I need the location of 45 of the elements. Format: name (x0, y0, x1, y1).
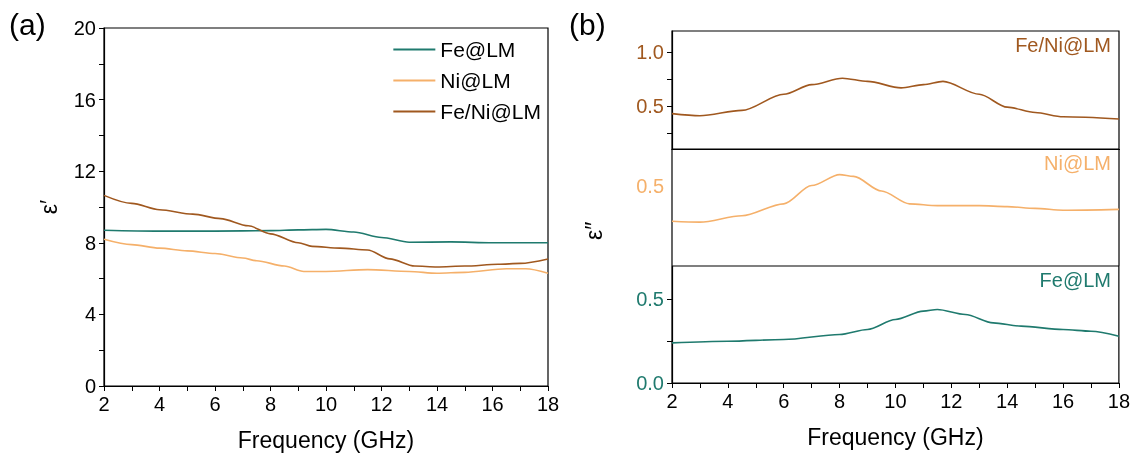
x-axis-title: Frequency (GHz) (807, 423, 984, 450)
y-tick-label: 1.0 (636, 41, 664, 64)
x-tick-label: 12 (370, 393, 393, 415)
x-tick-label: 10 (884, 390, 907, 412)
x-tick-label: 4 (722, 390, 734, 412)
x-tick-label: 10 (314, 393, 338, 415)
x-tick-label: 6 (778, 390, 790, 412)
line-series (103, 238, 549, 275)
x-tick-label: 14 (996, 390, 1019, 412)
legend-label: Fe/Ni@LM (440, 100, 542, 123)
legend-label: Ni@LM (440, 69, 511, 92)
x-tick-label: 8 (834, 390, 846, 412)
y-axis-title: ε′ (35, 199, 62, 215)
x-tick-label: 4 (153, 393, 166, 415)
y-tick-label: 0.5 (636, 288, 664, 311)
y-tick-label: 4 (84, 303, 96, 326)
x-tick-label: 2 (98, 393, 110, 415)
x-tick-label: 16 (1051, 390, 1075, 412)
line-series (671, 77, 1120, 120)
legend-label: Fe@LM (440, 38, 516, 61)
y-tick-label: 16 (73, 88, 96, 111)
text: Fe/Ni@LM (1015, 34, 1112, 56)
x-tick-label: 12 (940, 390, 963, 412)
x-tick-label: 18 (1107, 390, 1130, 412)
x-axis-title: Frequency (GHz) (237, 426, 415, 453)
x-tick-label: 8 (264, 393, 277, 415)
y-axis-title: ε″ (580, 221, 607, 240)
y-tick-label: 8 (84, 231, 96, 254)
line-series (671, 308, 1120, 344)
y-tick-label: 0.5 (636, 95, 664, 118)
x-tick-label: 2 (666, 390, 678, 412)
line-series (103, 228, 549, 244)
series-label: Ni@LM (1044, 152, 1112, 174)
y-tick-label: 12 (73, 160, 96, 183)
y-tick-label: 20 (73, 17, 96, 39)
y-tick-label: 0 (84, 375, 96, 397)
line-series (103, 194, 549, 268)
x-tick-label: 6 (209, 393, 221, 415)
series-label: Fe@LM (1039, 269, 1112, 291)
x-tick-label: 18 (536, 393, 560, 415)
x-tick-label: 16 (481, 393, 504, 415)
chart-title: (b) (569, 7, 606, 41)
x-tick-label: 14 (425, 393, 449, 415)
chart-title: (a) (9, 7, 46, 41)
y-tick-label: 0.0 (636, 372, 664, 394)
